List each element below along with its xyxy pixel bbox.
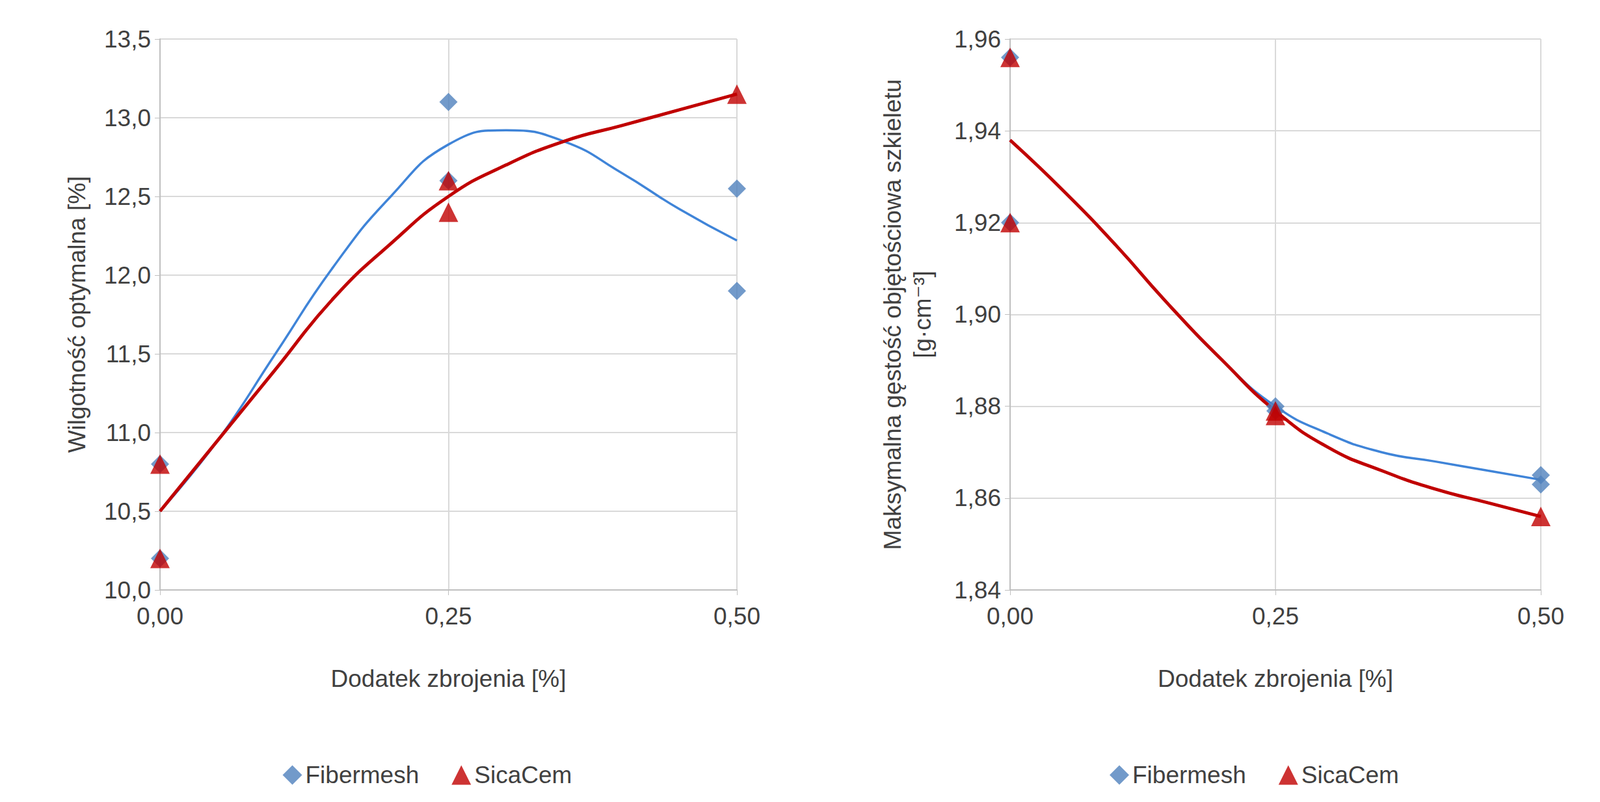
svg-text:SicaCem: SicaCem bbox=[474, 761, 572, 789]
svg-text:0,00: 0,00 bbox=[986, 602, 1034, 630]
svg-text:Fibermesh: Fibermesh bbox=[305, 761, 420, 789]
svg-text:1,92: 1,92 bbox=[954, 209, 1001, 237]
svg-text:SicaCem: SicaCem bbox=[1301, 761, 1400, 789]
svg-text:13,5: 13,5 bbox=[104, 26, 151, 53]
svg-text:11,5: 11,5 bbox=[106, 340, 151, 368]
svg-text:Fibermesh: Fibermesh bbox=[1132, 761, 1247, 789]
svg-text:0,25: 0,25 bbox=[1252, 602, 1299, 630]
svg-text:12,0: 12,0 bbox=[104, 262, 151, 289]
svg-text:1,84: 1,84 bbox=[954, 576, 1001, 604]
svg-text:1,88: 1,88 bbox=[954, 392, 1001, 420]
svg-text:Maksymalna gęstość objętościow: Maksymalna gęstość objętościowa szkielet… bbox=[879, 79, 907, 551]
svg-text:Dodatek zbrojenia [%]: Dodatek zbrojenia [%] bbox=[1157, 665, 1394, 693]
svg-text:0,50: 0,50 bbox=[713, 602, 761, 630]
svg-text:10,5: 10,5 bbox=[104, 498, 151, 525]
svg-text:1,94: 1,94 bbox=[954, 117, 1001, 145]
svg-text:1,96: 1,96 bbox=[954, 26, 1001, 53]
svg-text:10,0: 10,0 bbox=[104, 576, 151, 604]
svg-text:Wilgotność optymalna [%]: Wilgotność optymalna [%] bbox=[63, 176, 91, 454]
svg-text:13,0: 13,0 bbox=[104, 104, 151, 132]
svg-text:1,90: 1,90 bbox=[954, 301, 1001, 328]
svg-text:Dodatek zbrojenia [%]: Dodatek zbrojenia [%] bbox=[331, 665, 567, 693]
svg-text:12,5: 12,5 bbox=[104, 183, 151, 211]
svg-text:0,00: 0,00 bbox=[136, 602, 184, 630]
svg-text:11,0: 11,0 bbox=[106, 419, 151, 447]
svg-text:[g·cm⁻³]: [g·cm⁻³] bbox=[909, 270, 936, 359]
svg-text:1,86: 1,86 bbox=[954, 484, 1001, 512]
svg-text:0,50: 0,50 bbox=[1517, 602, 1565, 630]
svg-text:0,25: 0,25 bbox=[424, 602, 472, 630]
